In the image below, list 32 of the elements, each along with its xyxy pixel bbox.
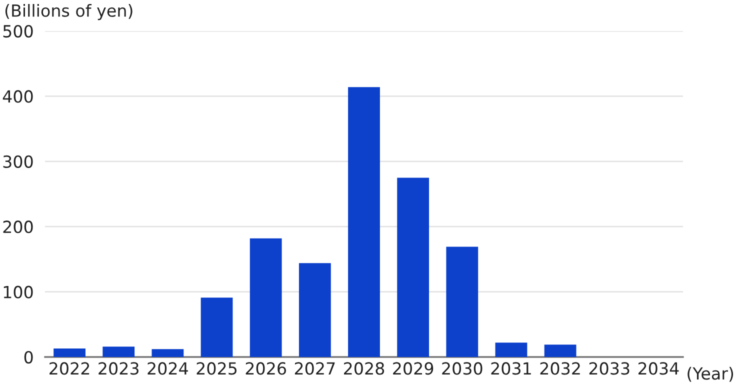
bar	[102, 346, 135, 357]
y-tick-label: 200	[3, 220, 33, 234]
y-tick-label: 400	[2, 90, 33, 103]
x-tick-label: 2025	[196, 362, 237, 375]
bar	[298, 263, 331, 357]
x-tick-label: 2022	[50, 362, 90, 375]
y-tick-label: 0	[24, 350, 33, 364]
y-axis-title: (Billions of yen)	[5, 4, 132, 20]
x-tick-label: 2031	[491, 362, 531, 375]
bar	[200, 298, 233, 357]
x-tick-label: 2024	[148, 362, 188, 375]
x-axis-title: (Year)	[688, 366, 734, 382]
x-tick-label: 2030	[442, 362, 482, 375]
bar	[348, 87, 380, 357]
x-tick-label: 2032	[540, 362, 580, 375]
bar	[495, 342, 528, 357]
x-tick-label: 2028	[344, 362, 384, 375]
x-tick-label: 2029	[393, 362, 434, 375]
y-tick-label: 500	[3, 24, 33, 38]
bar	[397, 178, 430, 357]
y-tick-label: 100	[4, 286, 33, 298]
x-tick-label: 2023	[98, 362, 138, 375]
x-tick-label: 2026	[246, 362, 286, 375]
x-tick-label: 2034	[638, 362, 679, 375]
y-tick-label: 300	[3, 155, 33, 168]
bar	[152, 349, 184, 357]
x-tick-label: 2033	[589, 362, 630, 375]
bar	[544, 344, 576, 357]
bar	[54, 348, 86, 357]
x-tick-label: 2027	[294, 362, 335, 375]
bar	[250, 238, 282, 357]
bar	[446, 246, 478, 357]
